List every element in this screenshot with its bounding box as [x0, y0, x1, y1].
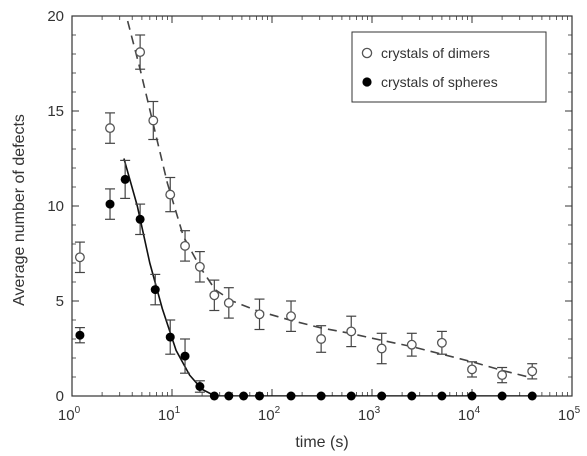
data-point-spheres — [209, 391, 219, 401]
data-point-dimers — [74, 252, 85, 263]
data-point-dimers — [436, 337, 447, 348]
data-point-dimers — [406, 339, 417, 350]
data-point-spheres — [497, 391, 507, 401]
data-point-spheres — [135, 214, 145, 224]
legend-label-dimers: crystals of dimers — [381, 45, 490, 61]
data-point-dimers — [180, 240, 190, 251]
data-point-dimers — [254, 309, 265, 320]
data-point-spheres — [239, 391, 249, 401]
data-point-dimers — [223, 297, 234, 308]
x-tick-label: 105 — [558, 405, 581, 424]
data-point-spheres — [255, 391, 265, 401]
data-point-spheres — [195, 382, 205, 391]
data-point-spheres — [527, 391, 537, 401]
x-tick-label: 102 — [258, 405, 281, 424]
data-point-spheres — [437, 391, 447, 401]
legend: crystals of dimers crystals of spheres — [351, 31, 547, 103]
y-tick-label: 0 — [56, 388, 64, 405]
data-point-dimers — [376, 343, 387, 354]
data-point-dimers — [194, 261, 205, 272]
y-tick-label: 10 — [47, 198, 64, 215]
legend-label-spheres: crystals of spheres — [381, 74, 498, 90]
data-point-dimers — [209, 290, 220, 301]
legend-marker-dimers — [361, 47, 373, 59]
y-tick-label: 5 — [56, 293, 64, 310]
data-point-dimers — [286, 311, 296, 322]
y-axis: 0 5 10 15 20 — [47, 8, 572, 405]
data-point-spheres — [75, 330, 85, 340]
x-tick-label: 101 — [158, 405, 181, 424]
data-point-dimers — [105, 123, 115, 134]
data-point-dimers — [527, 366, 538, 377]
data-point-spheres — [346, 391, 356, 401]
data-point-spheres — [467, 391, 477, 401]
data-point-dimers — [135, 47, 146, 58]
legend-box — [351, 31, 547, 103]
legend-marker-spheres — [362, 77, 372, 87]
fit-curve-dimers — [125, 16, 533, 379]
data-point-dimers — [497, 370, 508, 381]
y-axis-title: Average number of defects — [11, 114, 28, 306]
data-point-dimers — [346, 326, 357, 337]
data-point-dimers — [165, 189, 176, 200]
data-point-spheres — [316, 391, 326, 401]
data-point-spheres — [120, 174, 130, 184]
data-point-spheres — [105, 199, 115, 209]
x-axis-title: time (s) — [295, 434, 348, 451]
data-point-spheres — [286, 391, 296, 401]
x-tick-label: 100 — [58, 405, 81, 424]
y-tick-label: 20 — [47, 8, 64, 25]
data-point-spheres — [224, 391, 234, 401]
data-point-dimers — [148, 115, 159, 126]
x-tick-label: 103 — [358, 405, 381, 424]
data-point-dimers — [467, 364, 477, 375]
data-point-spheres — [150, 285, 160, 295]
data-point-spheres — [407, 391, 417, 401]
data-point-spheres — [165, 332, 175, 342]
data-point-spheres — [180, 351, 190, 361]
x-tick-label: 104 — [458, 405, 481, 424]
data-point-dimers — [316, 334, 327, 344]
data-point-spheres — [377, 391, 387, 401]
y-tick-label: 15 — [47, 103, 64, 120]
data-markers — [74, 47, 538, 401]
